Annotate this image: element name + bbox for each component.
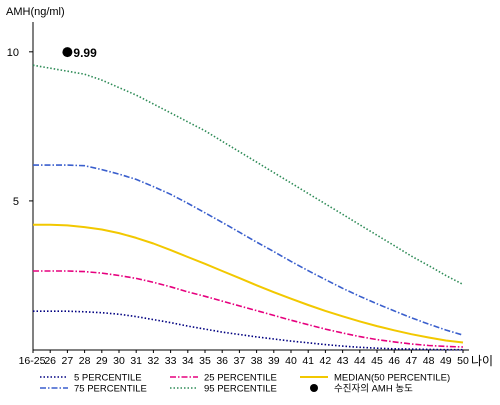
x-tick-label: 35 <box>199 355 211 367</box>
x-tick-label: 30 <box>113 355 125 367</box>
x-tick-label: 44 <box>354 355 366 367</box>
x-tick-label: 40 <box>285 355 297 367</box>
x-tick-label: 43 <box>337 355 349 367</box>
legend-item: 95 PERCENTILE <box>170 384 277 395</box>
series-line <box>32 64 464 286</box>
x-tick-label: 29 <box>96 355 108 367</box>
x-tick-label: 32 <box>148 355 160 367</box>
x-tick-label: 27 <box>62 355 74 367</box>
x-tick-label: 39 <box>268 355 280 367</box>
x-tick-label: 46 <box>388 355 400 367</box>
x-tick-label: 42 <box>320 355 332 367</box>
x-tick-label: 16-25 <box>19 355 46 367</box>
legend-item: 75 PERCENTILE <box>40 384 147 395</box>
x-tick-label: 38 <box>251 355 263 367</box>
x-tick-label: 28 <box>79 355 91 367</box>
legend-label: 95 PERCENTILE <box>204 384 277 395</box>
x-tick-label: 31 <box>130 355 142 367</box>
legend-marker-swatch <box>310 384 318 392</box>
legend: 5 PERCENTILE 25 PERCENTILE MEDIAN(50 PERCE… <box>40 373 450 395</box>
x-tick-label: 36 <box>216 355 228 367</box>
x-tick-label: 26 <box>44 355 56 367</box>
x-tick-label: 50 <box>457 355 469 367</box>
x-tick-label: 48 <box>423 355 435 367</box>
legend-label: 75 PERCENTILE <box>74 384 147 395</box>
legend-label: 25 PERCENTILE <box>204 373 277 384</box>
patient-amh-value-label: 9.99 <box>73 46 97 60</box>
legend-item: MEDIAN(50 PERCENTILE) <box>300 373 450 384</box>
series-line <box>33 223 464 344</box>
x-tick-label: 47 <box>406 355 418 367</box>
x-axis-label: 나이 <box>471 354 493 368</box>
marker-layer: 9.99 <box>62 46 97 60</box>
legend-item-marker: 수진자의 AMH 농도 <box>310 384 413 395</box>
legend-label: 수진자의 AMH 농도 <box>334 384 413 395</box>
series-line <box>33 164 464 336</box>
legend-item: 5 PERCENTILE <box>40 373 142 384</box>
x-tick-label: 41 <box>302 355 314 367</box>
y-axis-label: AMH(ng/ml) <box>6 6 65 18</box>
legend-label: 5 PERCENTILE <box>74 373 142 384</box>
series-line <box>33 270 464 348</box>
series-line <box>33 310 463 351</box>
x-tick-label: 37 <box>234 355 246 367</box>
x-tick-label: 33 <box>165 355 177 367</box>
x-tick-label: 45 <box>371 355 383 367</box>
x-tick-label: 34 <box>182 355 194 367</box>
y-tick-label: 10 <box>7 47 19 59</box>
x-tick-label: 49 <box>440 355 452 367</box>
legend-item: 25 PERCENTILE <box>170 373 277 384</box>
series-lines <box>32 64 464 351</box>
axes <box>32 22 469 351</box>
y-tick-label: 5 <box>13 196 19 208</box>
patient-amh-point <box>62 47 73 58</box>
y-ticks: 5 10 <box>7 47 33 208</box>
legend-label: MEDIAN(50 PERCENTILE) <box>334 373 450 384</box>
